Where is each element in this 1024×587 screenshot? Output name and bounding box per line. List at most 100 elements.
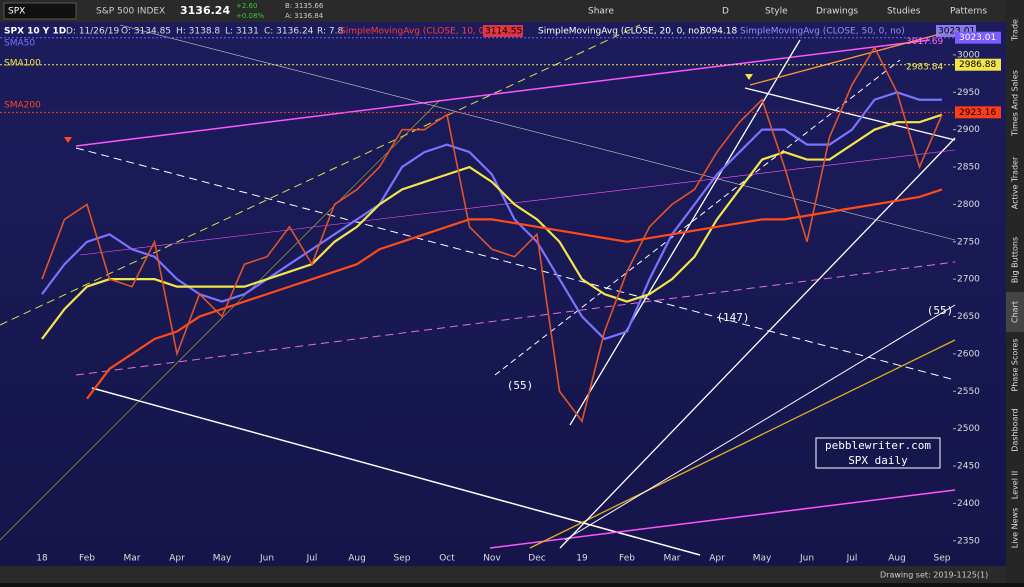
- side-tab[interactable]: Live News: [1011, 508, 1020, 549]
- ohlc-info: O: 3134.85: [121, 27, 171, 37]
- symbol[interactable]: SPX: [8, 7, 25, 17]
- trendline: [564, 304, 956, 541]
- bid: B: 3135.66: [285, 2, 324, 10]
- y-tick-label: 2650: [957, 312, 980, 322]
- price-tag-label: 3023.01: [959, 33, 996, 43]
- x-tick-label: Aug: [348, 554, 366, 564]
- ohlc-info: R: 7.8: [317, 27, 343, 37]
- annotation: (55): [507, 379, 534, 392]
- x-tick-label: May: [753, 554, 772, 564]
- footer-text: Drawing set: 2019-1125(1): [880, 571, 988, 580]
- study-value: 3114.55: [485, 27, 522, 37]
- side-tab[interactable]: Times And Sales: [1011, 70, 1020, 137]
- trendline: [744, 87, 956, 141]
- toolbar-button[interactable]: Drawings: [816, 7, 858, 17]
- study-label: SimpleMovingAvg (CLOSE, 50, 0, no): [740, 27, 905, 37]
- trendline: [75, 147, 956, 381]
- side-tab[interactable]: Chart: [1011, 301, 1020, 323]
- watermark: pebblewriter.com: [825, 439, 931, 452]
- toolbar-button[interactable]: Studies: [887, 7, 921, 17]
- x-tick-label: 18: [36, 554, 48, 564]
- y-tick-label: 2600: [957, 349, 980, 359]
- y-tick-label: 2900: [957, 125, 980, 135]
- annotation: (147): [716, 311, 749, 324]
- y-tick-label: 2550: [957, 387, 980, 397]
- series-label: SMA100: [4, 59, 41, 69]
- toolbar-button[interactable]: Share: [588, 7, 614, 17]
- trendline: [75, 39, 931, 147]
- change: +2.60: [236, 2, 257, 10]
- symbol-name: S&P 500 INDEX: [96, 7, 165, 17]
- study-label: SimpleMovingAvg (CLOSE, 10, 0, no): [340, 27, 505, 37]
- ohlc-info: H: 3138.8: [176, 27, 220, 37]
- trendline: [91, 387, 701, 556]
- price-tag-label: 2986.88: [959, 60, 996, 70]
- x-tick-label: Apr: [709, 554, 725, 564]
- study-value: 3023.01: [938, 27, 975, 37]
- chart-title: SPX 10 Y 1D: [4, 27, 66, 37]
- trendline: [494, 59, 901, 376]
- study-value: 3094.18: [700, 27, 737, 37]
- sma-line: [41, 113, 943, 340]
- x-tick-label: Mar: [664, 554, 681, 564]
- trendline: [75, 261, 956, 376]
- chart-area: [0, 22, 1006, 566]
- toolbar-button[interactable]: Style: [765, 7, 788, 17]
- x-tick-label: Aug: [888, 554, 906, 564]
- watermark-box: [815, 437, 941, 469]
- y-tick-label: 2500: [957, 424, 980, 434]
- y-tick-label: 3000: [957, 50, 980, 60]
- y-tick-label: 2750: [957, 237, 980, 247]
- x-tick-label: Dec: [528, 554, 545, 564]
- sma-line: [41, 91, 942, 341]
- series-label: SMA50: [4, 39, 35, 49]
- side-tab-active: [1006, 292, 1024, 332]
- trendlines: [0, 24, 956, 556]
- x-tick-label: May: [213, 554, 232, 564]
- x-tick-label: Oct: [439, 554, 455, 564]
- x-tick-label: Apr: [169, 554, 185, 564]
- x-tick-label: Sep: [934, 554, 951, 564]
- side-tab[interactable]: Big Buttons: [1011, 237, 1020, 283]
- footer-bar: [0, 566, 1006, 583]
- y-tick-label: 2450: [957, 462, 980, 472]
- side-tab[interactable]: Dashboard: [1011, 408, 1020, 451]
- x-tick-label: Sep: [394, 554, 411, 564]
- price-tag: [955, 31, 1001, 44]
- trendline: [79, 149, 956, 256]
- y-tick-label: 2350: [957, 536, 980, 546]
- trendline: [529, 339, 956, 549]
- side-tab[interactable]: Trade: [1011, 19, 1020, 42]
- x-tick-label: Jul: [306, 554, 318, 564]
- trendline: [0, 99, 441, 541]
- trendline: [0, 24, 641, 326]
- change-pct: +0.08%: [236, 12, 264, 20]
- price-tag: [955, 58, 1001, 71]
- arrow-marker: [745, 74, 753, 80]
- ohlc-info: C: 3136.24: [264, 27, 314, 37]
- x-tick-label: Nov: [483, 554, 501, 564]
- ohlc-info: L: 3131: [225, 27, 259, 37]
- x-tick-label: Feb: [79, 554, 95, 564]
- x-tick-label: 19: [576, 554, 588, 564]
- price-tag: [955, 106, 1001, 119]
- toolbar-button[interactable]: Patterns: [950, 7, 987, 17]
- ohlc-info: D: 11/26/19: [66, 27, 120, 37]
- side-tab[interactable]: Level II: [1011, 471, 1020, 499]
- symbol-box[interactable]: [3, 2, 77, 20]
- toolbar-button[interactable]: D: [722, 7, 729, 17]
- watermark: SPX daily: [848, 454, 908, 467]
- trendline: [749, 29, 956, 86]
- toolbar: [0, 0, 1024, 22]
- x-tick-label: Jul: [846, 554, 858, 564]
- y-tick-label: 2700: [957, 275, 980, 285]
- price-tag-label: 2923.16: [959, 108, 996, 118]
- side-tab[interactable]: Phase Scores: [1011, 338, 1020, 391]
- series-label: SMA200: [4, 101, 41, 111]
- trendline: [559, 137, 956, 549]
- y-tick-label: 2400: [957, 499, 980, 509]
- side-tab[interactable]: Active Trader: [1011, 156, 1020, 209]
- x-tick-label: Jun: [799, 554, 814, 564]
